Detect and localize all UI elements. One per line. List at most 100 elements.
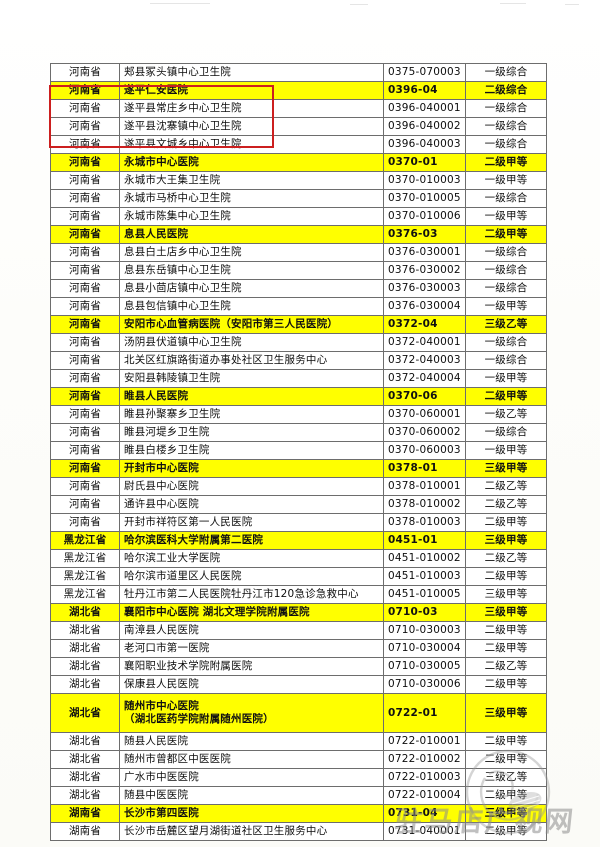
cell-institution: 睢县河堤乡卫生院 <box>119 423 384 442</box>
table-row: 河南省 安阳市心血管病医院（安阳市第三人民医院） 0372-04 三级乙等 <box>50 315 547 334</box>
cell-province: 河南省 <box>50 333 120 352</box>
table-row: 河南省 永城市中心医院 0370-01 二级甲等 <box>50 153 547 172</box>
cell-grade: 二级甲等 <box>465 732 547 751</box>
table-row: 河南省 睢县人民医院 0370-06 二级甲等 <box>50 387 547 406</box>
table-row: 河南省 遂平县沈寨镇中心卫生院 0396-040002 一级综合 <box>50 117 547 136</box>
cell-province: 河南省 <box>50 99 120 118</box>
table-row: 黑龙江省 哈尔滨工业大学医院 0451-010002 二级乙等 <box>50 549 547 568</box>
table-row: 湖北省 随县中医医院 0722-010004 二级甲等 <box>50 786 547 805</box>
cell-code: 0396-04 <box>383 81 466 100</box>
cell-province: 湖北省 <box>50 657 120 676</box>
scan-artifact <box>500 3 526 4</box>
scan-artifact <box>350 4 368 5</box>
table-row: 湖南省 长沙市第四医院 0731-04 三级甲等 <box>50 804 547 823</box>
cell-grade: 一级甲等 <box>465 297 547 316</box>
table-row: 河南省 息县人民医院 0376-03 二级甲等 <box>50 225 547 244</box>
cell-code: 0722-010003 <box>383 768 466 787</box>
table-row: 河南省 息县小茴店镇中心卫生院 0376-030003 一级综合 <box>50 279 547 298</box>
table-row: 河南省 尉氏县中心医院 0378-010001 二级乙等 <box>50 477 547 496</box>
cell-institution: 老河口市第一医院 <box>119 639 384 658</box>
cell-institution: 哈尔滨工业大学医院 <box>119 549 384 568</box>
table-row: 黑龙江省 哈尔滨市道里区人民医院 0451-010003 二级甲等 <box>50 567 547 586</box>
cell-grade: 二级综合 <box>465 81 547 100</box>
table-row: 河南省 永城市陈集中心卫生院 0370-010006 一级甲等 <box>50 207 547 226</box>
cell-code: 0722-01 <box>383 693 466 733</box>
cell-province: 河南省 <box>50 387 120 406</box>
cell-province: 河南省 <box>50 423 120 442</box>
cell-grade: 一级综合 <box>465 135 547 154</box>
cell-province: 湖北省 <box>50 750 120 769</box>
cell-grade: 二级甲等 <box>465 153 547 172</box>
cell-grade: 二级甲等 <box>465 639 547 658</box>
table-row: 湖北省 随州市曾都区中医医院 0722-010002 二级甲等 <box>50 750 547 769</box>
cell-institution: 襄阳职业技术学院附属医院 <box>119 657 384 676</box>
cell-province: 河南省 <box>50 369 120 388</box>
cell-province: 河南省 <box>50 63 120 82</box>
table-row: 湖北省 襄阳职业技术学院附属医院 0710-030005 二级乙等 <box>50 657 547 676</box>
cell-institution: 随县中医医院 <box>119 786 384 805</box>
cell-province: 黑龙江省 <box>50 585 120 604</box>
table-row: 河南省 睢县白楼乡卫生院 0370-060003 一级甲等 <box>50 441 547 460</box>
cell-code: 0451-010003 <box>383 567 466 586</box>
cell-institution: 哈尔滨市道里区人民医院 <box>119 567 384 586</box>
cell-province: 河南省 <box>50 513 120 532</box>
cell-grade: 二级甲等 <box>465 621 547 640</box>
cell-institution: 息县小茴店镇中心卫生院 <box>119 279 384 298</box>
cell-grade: 一级综合 <box>465 351 547 370</box>
cell-grade: 一级综合 <box>465 117 547 136</box>
table-row: 湖北省 保康县人民医院 0710-030006 二级甲等 <box>50 675 547 694</box>
cell-grade: 二级甲等 <box>465 750 547 769</box>
table-row: 湖北省 南漳县人民医院 0710-030003 二级甲等 <box>50 621 547 640</box>
cell-code: 0710-030006 <box>383 675 466 694</box>
cell-code: 0710-030003 <box>383 621 466 640</box>
cell-institution: 遂平县常庄乡中心卫生院 <box>119 99 384 118</box>
cell-code: 0722-010002 <box>383 750 466 769</box>
cell-institution: 汤阴县伏道镇中心卫生院 <box>119 333 384 352</box>
cell-province: 湖北省 <box>50 786 120 805</box>
cell-institution: 随州市中心医院 （湖北医药学院附属随州医院） <box>119 693 384 733</box>
cell-grade: 二级甲等 <box>465 567 547 586</box>
cell-province: 黑龙江省 <box>50 567 120 586</box>
cell-province: 湖北省 <box>50 768 120 787</box>
cell-code: 0731-04 <box>383 804 466 823</box>
cell-code: 0372-04 <box>383 315 466 334</box>
table-row: 黑龙江省 牡丹江市第二人民医院牡丹江市120急诊急救中心 0451-010005 三级… <box>50 585 547 604</box>
table-row: 湖北省 老河口市第一医院 0710-030004 二级甲等 <box>50 639 547 658</box>
cell-grade: 二级甲等 <box>465 225 547 244</box>
cell-code: 0376-030004 <box>383 297 466 316</box>
cell-institution: 郏县冢头镇中心卫生院 <box>119 63 384 82</box>
cell-institution: 长沙市岳麓区望月湖街道社区卫生服务中心 <box>119 822 384 841</box>
table-row: 河南省 睢县河堤乡卫生院 0370-060002 一级综合 <box>50 423 547 442</box>
registry-table-container: 河南省 郏县冢头镇中心卫生院 0375-070003 一级综合 河南省 遂平仁安医院 039… <box>50 63 547 841</box>
table-row: 河南省 永城市大王集卫生院 0370-010003 一级甲等 <box>50 171 547 190</box>
cell-institution: 襄阳市中心医院 湖北文理学院附属医院 <box>119 603 384 622</box>
table-row: 河南省 汤阴县伏道镇中心卫生院 0372-040001 一级综合 <box>50 333 547 352</box>
cell-institution: 开封市中心医院 <box>119 459 384 478</box>
cell-province: 河南省 <box>50 207 120 226</box>
cell-grade: 三级甲等 <box>465 603 547 622</box>
cell-institution: 长沙市第四医院 <box>119 804 384 823</box>
cell-grade: 二级乙等 <box>465 495 547 514</box>
cell-province: 黑龙江省 <box>50 549 120 568</box>
cell-code: 0451-010005 <box>383 585 466 604</box>
cell-province: 湖北省 <box>50 621 120 640</box>
cell-grade: 一级甲等 <box>465 207 547 226</box>
cell-grade: 一级综合 <box>465 279 547 298</box>
cell-code: 0731-040001 <box>383 822 466 841</box>
cell-code: 0710-03 <box>383 603 466 622</box>
cell-code: 0370-06 <box>383 387 466 406</box>
cell-code: 0370-010003 <box>383 171 466 190</box>
cell-grade: 二级甲等 <box>465 513 547 532</box>
cell-institution: 广水市中医医院 <box>119 768 384 787</box>
cell-code: 0376-030003 <box>383 279 466 298</box>
cell-grade: 三级甲等 <box>465 459 547 478</box>
table-row: 河南省 息县白土店乡中心卫生院 0376-030001 一级综合 <box>50 243 547 262</box>
table-row: 河南省 遂平仁安医院 0396-04 二级综合 <box>50 81 547 100</box>
cell-grade: 一级甲等 <box>465 171 547 190</box>
cell-code: 0372-040001 <box>383 333 466 352</box>
cell-institution: 安阳县韩陵镇卫生院 <box>119 369 384 388</box>
table-row: 河南省 遂平县常庄乡中心卫生院 0396-040001 一级综合 <box>50 99 547 118</box>
table-row: 河南省 开封市中心医院 0378-01 三级甲等 <box>50 459 547 478</box>
cell-institution: 息县包信镇中心卫生院 <box>119 297 384 316</box>
